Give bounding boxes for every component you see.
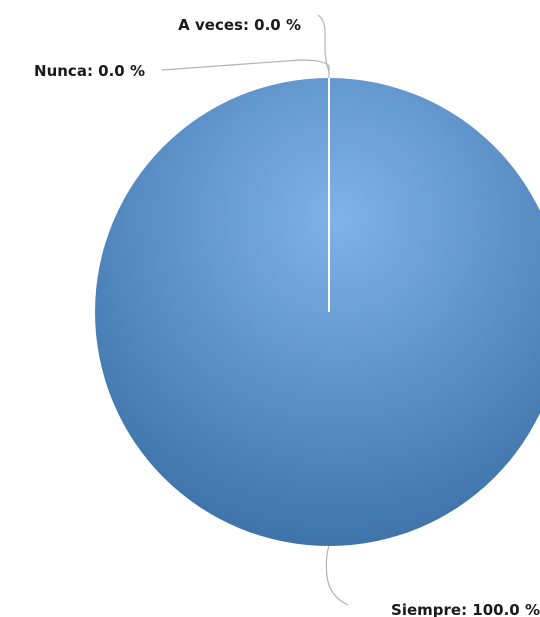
leader-line-nunca: [161, 59, 330, 78]
leader-line-a-veces: [317, 14, 330, 73]
pie-slices: [95, 78, 540, 546]
pie-slice-siempre: [95, 78, 540, 546]
leader-lines: [161, 14, 349, 606]
slice-label-siempre: Siempre: 100.0 %: [391, 601, 540, 617]
slice-labels: A veces: 0.0 % Nunca: 0.0 % Siempre: 100.0…: [34, 16, 540, 617]
leader-line-siempre: [325, 545, 349, 606]
slice-label-a-veces: A veces: 0.0 %: [178, 16, 301, 34]
slice-label-nunca: Nunca: 0.0 %: [34, 62, 145, 80]
